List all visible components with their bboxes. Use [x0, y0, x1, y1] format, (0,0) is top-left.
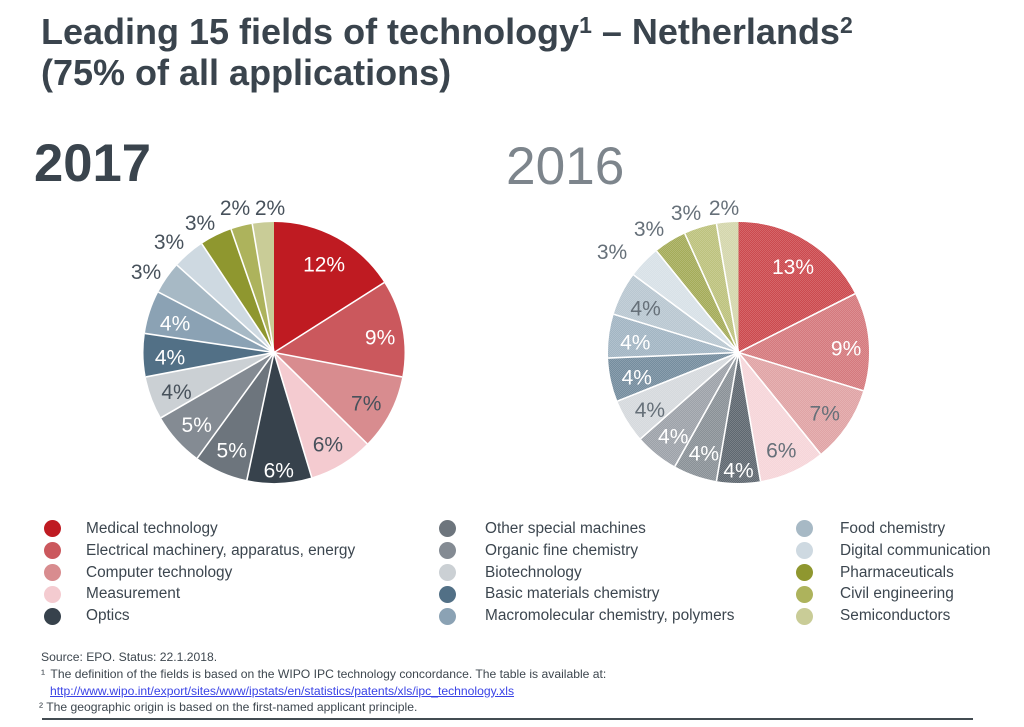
- svg-text:2%: 2%: [709, 197, 739, 220]
- svg-text:5%: 5%: [217, 440, 247, 463]
- svg-text:3%: 3%: [154, 231, 184, 254]
- svg-text:4%: 4%: [161, 381, 191, 404]
- svg-text:4%: 4%: [689, 443, 719, 466]
- svg-text:6%: 6%: [766, 439, 796, 462]
- svg-text:4%: 4%: [160, 312, 190, 335]
- svg-text:2%: 2%: [220, 197, 250, 220]
- svg-text:4%: 4%: [620, 331, 650, 354]
- svg-text:3%: 3%: [597, 241, 627, 264]
- svg-text:13%: 13%: [772, 256, 814, 279]
- svg-text:12%: 12%: [303, 253, 345, 276]
- svg-text:4%: 4%: [658, 425, 688, 448]
- svg-text:3%: 3%: [634, 218, 664, 241]
- svg-text:3%: 3%: [185, 212, 215, 235]
- svg-text:7%: 7%: [351, 393, 381, 416]
- svg-text:6%: 6%: [313, 434, 343, 457]
- svg-text:6%: 6%: [264, 459, 294, 482]
- svg-text:4%: 4%: [622, 366, 652, 389]
- svg-text:3%: 3%: [131, 261, 161, 284]
- svg-text:7%: 7%: [810, 403, 840, 426]
- svg-text:4%: 4%: [635, 399, 665, 422]
- svg-text:9%: 9%: [365, 326, 395, 349]
- svg-text:5%: 5%: [182, 414, 212, 437]
- svg-text:4%: 4%: [630, 298, 660, 321]
- svg-text:3%: 3%: [671, 202, 701, 225]
- svg-text:2%: 2%: [255, 197, 285, 220]
- svg-text:4%: 4%: [723, 460, 753, 483]
- svg-text:9%: 9%: [831, 337, 861, 360]
- svg-text:4%: 4%: [155, 347, 185, 370]
